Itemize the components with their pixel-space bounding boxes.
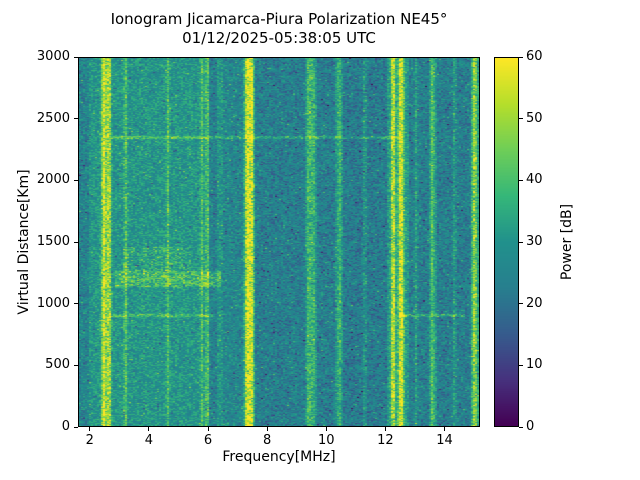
x-tick [384, 427, 386, 431]
x-tick-label: 14 [436, 433, 453, 448]
y-tick [74, 426, 78, 428]
x-tick [266, 427, 268, 431]
x-tick [207, 427, 209, 431]
x-tick-label: 4 [144, 433, 154, 448]
colorbar-tick-label: 60 [526, 49, 543, 64]
y-tick-label: 1000 [36, 295, 70, 311]
colorbar-tick [519, 241, 523, 243]
colorbar-tick [519, 118, 523, 120]
y-tick [74, 56, 78, 58]
colorbar-tick [519, 179, 523, 181]
y-tick [74, 364, 78, 366]
colorbar [494, 57, 519, 427]
colorbar-tick-label: 40 [526, 172, 543, 188]
y-tick [74, 241, 78, 243]
x-axis-label: Frequency[MHz] [222, 449, 336, 465]
colorbar-tick-label: 50 [526, 110, 543, 126]
colorbar-tick [519, 364, 523, 366]
plot-area [78, 57, 480, 427]
colorbar-tick-label: 0 [526, 419, 535, 434]
colorbar-tick [519, 56, 523, 58]
y-tick-label: 1500 [36, 234, 70, 249]
colorbar-tick-label: 10 [526, 357, 543, 373]
y-tick-label: 2000 [36, 172, 70, 188]
y-tick-label: 500 [45, 357, 70, 373]
colorbar-label: Power [dB] [559, 203, 575, 281]
colorbar-tick [519, 303, 523, 305]
colorbar-canvas [495, 58, 518, 426]
chart-subtitle: 01/12/2025-05:38:05 UTC [182, 29, 376, 47]
y-tick-label: 0 [61, 419, 70, 434]
colorbar-tick [519, 426, 523, 428]
x-tick [325, 427, 327, 431]
x-tick-label: 10 [318, 433, 335, 448]
y-tick-label: 3000 [36, 49, 70, 64]
x-tick-label: 6 [203, 433, 213, 448]
y-tick [74, 118, 78, 120]
y-tick [74, 179, 78, 181]
heatmap-canvas [79, 58, 479, 426]
x-tick [148, 427, 150, 431]
colorbar-tick-label: 30 [526, 234, 543, 249]
x-tick-label: 12 [377, 433, 394, 448]
y-tick [74, 303, 78, 305]
x-tick-label: 8 [263, 433, 272, 448]
colorbar-tick-label: 20 [526, 295, 543, 311]
chart-title: Ionogram Jicamarca-Piura Polarization NE… [110, 10, 448, 28]
x-tick-label: 2 [85, 433, 94, 448]
y-tick-label: 2500 [36, 110, 70, 126]
x-tick [89, 427, 91, 431]
x-tick [444, 427, 446, 431]
